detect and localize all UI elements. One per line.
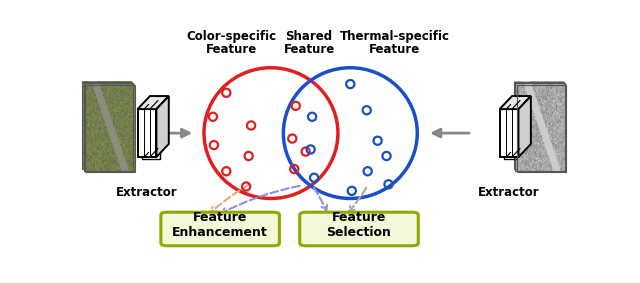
Bar (85, 85, 135, 172)
Point (291, 104, 301, 108)
Point (246, 123, 256, 128)
Text: Feature: Feature (332, 211, 386, 224)
Point (244, 154, 254, 158)
Point (241, 184, 252, 189)
Point (289, 167, 300, 171)
Point (208, 115, 218, 119)
FancyBboxPatch shape (300, 212, 419, 246)
Bar (84, 83, 134, 171)
Polygon shape (138, 96, 169, 109)
Polygon shape (500, 109, 518, 157)
Polygon shape (138, 109, 156, 157)
Text: Extractor: Extractor (478, 186, 540, 200)
Point (287, 136, 298, 141)
Polygon shape (518, 96, 531, 157)
Text: Enhancement: Enhancement (172, 226, 268, 239)
Text: Feature: Feature (193, 211, 247, 224)
Text: Extractor: Extractor (116, 186, 178, 200)
Bar (515, 83, 565, 171)
FancyBboxPatch shape (161, 212, 280, 246)
Point (307, 115, 317, 119)
Point (347, 188, 357, 193)
Point (305, 147, 316, 152)
Point (362, 169, 372, 173)
Point (362, 108, 372, 112)
Point (301, 149, 311, 154)
Bar (516, 85, 566, 172)
Polygon shape (500, 96, 531, 109)
Point (381, 154, 392, 158)
Bar (83, 82, 132, 169)
Text: Selection: Selection (326, 226, 392, 239)
Point (345, 82, 355, 86)
Point (383, 182, 394, 186)
Point (209, 143, 219, 147)
Text: Feature: Feature (284, 43, 335, 56)
Point (221, 91, 232, 95)
Text: Thermal-specific: Thermal-specific (340, 30, 450, 43)
Text: Shared: Shared (285, 30, 333, 43)
Text: Color-specific: Color-specific (186, 30, 276, 43)
Point (372, 138, 383, 143)
Point (309, 175, 319, 180)
Text: Feature: Feature (205, 43, 257, 56)
Bar (514, 82, 564, 169)
Text: Feature: Feature (369, 43, 420, 56)
Point (221, 169, 232, 173)
Polygon shape (156, 96, 169, 157)
